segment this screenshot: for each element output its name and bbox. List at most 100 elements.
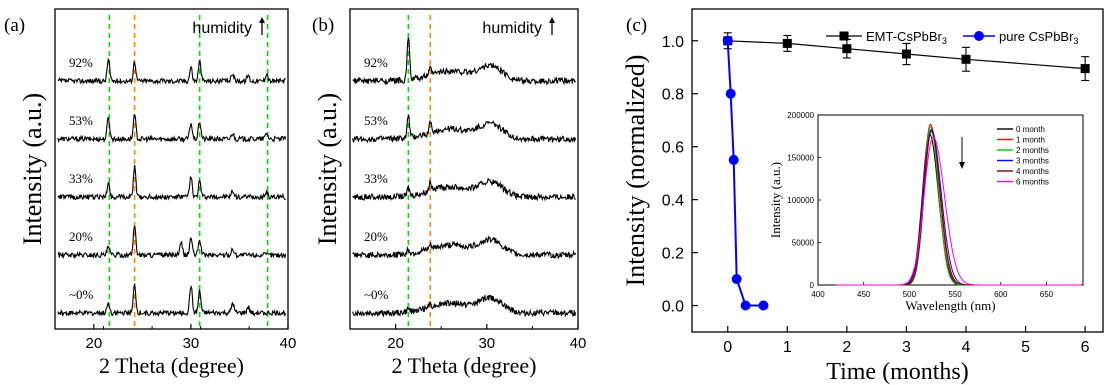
x-axis-label: 2 Theta (degree) — [99, 353, 244, 378]
legend: EMT-CsPbBr3 pure CsPbBr3 — [826, 29, 1078, 46]
x-tick-label: 30 — [478, 335, 495, 352]
x-axis-label: Time (months) — [826, 359, 968, 385]
x-tick-label: 30 — [183, 335, 200, 352]
xrd-trace — [57, 283, 287, 317]
legend-marker — [974, 31, 984, 41]
x-tick-label: 4 — [962, 339, 971, 356]
inset-y-tick-label: 150000 — [787, 154, 814, 163]
inset-legend-label: 1 month — [1016, 136, 1045, 145]
inset-legend-label: 3 months — [1016, 157, 1049, 166]
inset-x-tick-label: 400 — [811, 290, 825, 299]
spectrum-line — [836, 136, 1082, 286]
inset-x-tick-label: 500 — [903, 290, 917, 299]
inset-y-tick-label: 0 — [810, 281, 815, 290]
series-label: 53% — [364, 113, 388, 128]
inset-x-tick-label: 650 — [1040, 290, 1054, 299]
series-label: ~0% — [364, 287, 389, 302]
xrd-trace — [352, 293, 577, 318]
xrd-trace — [57, 57, 286, 86]
data-point — [725, 88, 736, 99]
inset-y-tick-label: 100000 — [787, 196, 814, 205]
xrd-trace — [57, 225, 287, 260]
plot-frame — [349, 8, 579, 330]
data-point — [901, 49, 911, 59]
inset-x-tick-label: 600 — [994, 290, 1008, 299]
inset-x-axis-label: Wavelength (nm) — [905, 298, 995, 313]
panel-c: 0 1 2 3 4 5 6 0.0 0.2 0.4 0.6 0.8 1.0 Time (months) In… — [621, 8, 1104, 385]
y-tick-label: 1.0 — [662, 34, 684, 51]
series-label: 20% — [364, 229, 388, 244]
x-tick-label: 0 — [723, 339, 732, 356]
x-tick-label: 40 — [570, 335, 587, 352]
legend-label: pure CsPbBr3 — [999, 29, 1078, 46]
series-line — [727, 40, 1086, 70]
series-label: 53% — [69, 113, 93, 128]
data-point — [842, 44, 852, 54]
inset-legend-label: 6 months — [1016, 178, 1049, 187]
x-tick-label: 40 — [280, 335, 297, 352]
xrd-trace — [57, 114, 287, 144]
y-tick-label: 0.4 — [662, 193, 684, 210]
humidity-arrow-head-icon — [549, 17, 555, 23]
y-axis-label: Intensity (normalized) — [621, 55, 650, 287]
xrd-trace — [352, 36, 576, 86]
panel-label: (c) — [626, 15, 647, 36]
x-tick-label: 20 — [85, 335, 102, 352]
humidity-label: humidity — [192, 20, 252, 37]
data-point — [740, 300, 751, 311]
data-point — [722, 35, 733, 46]
x-tick-label: 1 — [783, 339, 792, 356]
series-line — [726, 40, 764, 307]
panel-label: (b) — [312, 15, 334, 36]
plot-frame — [54, 8, 289, 330]
data-point — [961, 54, 971, 64]
series-label: 92% — [364, 55, 388, 70]
series-label: 33% — [69, 171, 93, 186]
y-tick-label: 0.8 — [662, 87, 684, 104]
humidity-label: humidity — [482, 20, 542, 37]
x-tick-label: 5 — [1021, 339, 1030, 356]
x-tick-label: 6 — [1081, 339, 1090, 356]
y-axis-label: Intensity (a.u.) — [313, 93, 342, 245]
x-tick-label: 20 — [387, 335, 404, 352]
y-tick-label: 0.0 — [662, 299, 684, 316]
inset-x-tick-label: 550 — [948, 290, 962, 299]
data-point — [782, 38, 792, 48]
panel-label: (a) — [4, 15, 25, 36]
series-label: 92% — [69, 55, 93, 70]
inset-y-axis-label: Intensity (a.u.) — [768, 162, 783, 238]
inset-legend-label: 2 months — [1016, 146, 1049, 155]
data-point — [1080, 64, 1090, 74]
xrd-trace — [352, 114, 577, 144]
series-label: 33% — [364, 171, 388, 186]
x-axis-label: 2 Theta (degree) — [392, 353, 537, 378]
data-point — [731, 274, 742, 285]
panel-b: 92% 53% 33% 20% ~0% 20 30 40 2 Theta (degree) Int… — [312, 8, 587, 378]
legend-label: EMT-CsPbBr3 — [866, 29, 947, 46]
y-tick-label: 0.2 — [662, 246, 684, 263]
data-point — [728, 154, 739, 165]
data-point — [758, 300, 769, 311]
decay-arrow-head-icon — [959, 162, 965, 169]
xrd-trace — [57, 164, 286, 201]
inset-frame — [817, 114, 1084, 286]
y-axis-label: Intensity (a.u.) — [18, 93, 47, 245]
xrd-trace — [352, 177, 576, 202]
legend-marker — [839, 31, 849, 41]
inset-legend-label: 0 month — [1016, 125, 1045, 134]
x-tick-label: 2 — [842, 339, 851, 356]
plot-frame — [691, 8, 1104, 333]
xrd-trace — [352, 235, 577, 260]
humidity-arrow-head-icon — [259, 17, 265, 23]
inset-y-tick-label: 200000 — [787, 111, 814, 120]
panel-a: 92% 53% 33% 20% ~0% 20 30 40 2 Theta (degree) Int… — [4, 8, 297, 378]
series-label: 20% — [69, 229, 93, 244]
x-tick-label: 3 — [902, 339, 911, 356]
inset-x-tick-label: 450 — [857, 290, 871, 299]
series-label: ~0% — [69, 287, 94, 302]
inset-y-tick-label: 50000 — [792, 239, 815, 248]
inset: 400 450 500 550 600 650 0 50000 100000 150000 2000… — [768, 111, 1084, 313]
inset-legend-label: 4 months — [1016, 167, 1049, 176]
